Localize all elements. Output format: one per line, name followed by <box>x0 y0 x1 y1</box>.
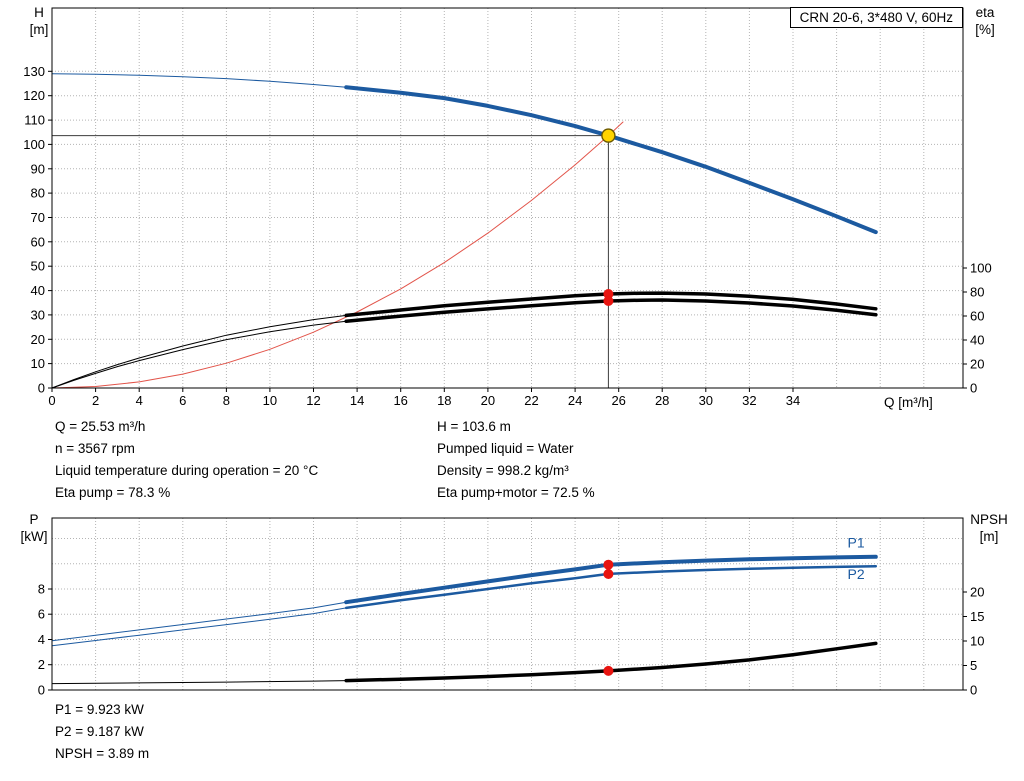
power-axis-name: P <box>29 512 39 527</box>
eta-pump-motor-curve <box>344 298 878 323</box>
p2-duty-dot <box>603 569 614 579</box>
npsh-axis-unit: [m] <box>979 529 999 544</box>
y-left-tick-label: 10 <box>31 356 45 371</box>
npsh-curve <box>51 680 347 685</box>
plot-frame <box>51 517 964 691</box>
npsh-duty-dot <box>603 665 614 676</box>
y-left-tick-label: 6 <box>38 607 45 622</box>
eta-pump-curve <box>51 314 347 389</box>
x-tick-label: 16 <box>393 393 407 408</box>
pump-model-title: CRN 20-6, 3*480 V, 60Hz <box>789 7 963 28</box>
eta-pump-duty-dot <box>603 289 614 299</box>
y-right-tick-label: 40 <box>970 333 984 348</box>
power-npsh-chart: 0 2 4 6 8 0 5 10 15 20 P1 P2 <box>38 517 984 698</box>
y-left-tick-label: 4 <box>38 632 45 647</box>
plot-frame <box>51 7 964 389</box>
x-tick-label: 26 <box>611 393 625 408</box>
info-p1: P1 = 9.923 kW <box>55 702 144 717</box>
x-tick-label: 34 <box>786 393 800 408</box>
y-left-tick-label: 100 <box>23 137 45 152</box>
x-tick-label: 24 <box>568 393 582 408</box>
x-tick-label: 0 <box>48 393 55 408</box>
curve-label-P1: P1 <box>848 534 865 550</box>
y-right-tick-label: 20 <box>970 585 984 600</box>
y-right-tick-label: 0 <box>970 381 977 396</box>
y-left-tick-label: 2 <box>38 657 45 672</box>
x-tick-label: 22 <box>524 393 538 408</box>
head-axis-unit: [m] <box>29 22 49 37</box>
head-axis-name: H <box>34 5 44 20</box>
y-right-tick-label: 15 <box>970 609 984 624</box>
p1-duty-dot <box>603 559 614 570</box>
head-curve <box>344 85 878 235</box>
y-right-tick-label: 100 <box>970 261 992 276</box>
info-speed: n = 3567 rpm <box>55 441 135 456</box>
x-tick-label: 6 <box>179 393 186 408</box>
info-liquid-temperature: Liquid temperature during operation = 20… <box>55 463 319 478</box>
info-p2: P2 = 9.187 kW <box>55 724 144 739</box>
y-right-tick-label: 10 <box>970 634 984 649</box>
info-eta-pump-motor: Eta pump+motor = 72.5 % <box>437 485 595 500</box>
y-right-tick-label: 80 <box>970 285 984 300</box>
y-left-tick-label: 50 <box>31 259 45 274</box>
curve-label-P2: P2 <box>848 566 865 582</box>
x-tick-label: 14 <box>350 393 364 408</box>
y-left-tick-label: 40 <box>31 283 45 298</box>
y-left-tick-label: 130 <box>23 64 45 79</box>
y-right-tick-label: 20 <box>970 357 984 372</box>
x-tick-label: 32 <box>742 393 756 408</box>
x-tick-label: 18 <box>437 393 451 408</box>
x-tick-label: 30 <box>699 393 713 408</box>
x-tick-label: 4 <box>136 393 143 408</box>
eta-axis-name: eta <box>975 5 995 20</box>
x-tick-label: 8 <box>223 393 230 408</box>
p2-power-curve <box>51 607 347 647</box>
duty-conditions-right: H = 103.6 m Pumped liquid = Water Densit… <box>437 416 595 504</box>
y-left-tick-label: 0 <box>38 381 45 396</box>
y-left-tick-label: 120 <box>23 88 45 103</box>
head-axis-title: H [m] <box>16 4 62 38</box>
power-axis-title: P [kW] <box>8 511 60 545</box>
x-tick-label: 12 <box>306 393 320 408</box>
info-flow: Q = 25.53 m³/h <box>55 419 146 434</box>
info-head: H = 103.6 m <box>437 419 511 434</box>
y-left-tick-label: 70 <box>31 210 45 225</box>
y-left-tick-label: 90 <box>31 161 45 176</box>
p1-power-curve <box>51 601 347 642</box>
y-left-tick-label: 30 <box>31 307 45 322</box>
y-left-tick-label: 8 <box>38 582 45 597</box>
y-right-tick-label: 0 <box>970 683 977 698</box>
info-pumped-liquid: Pumped liquid = Water <box>437 441 574 456</box>
x-tick-label: 10 <box>263 393 277 408</box>
eta-axis-unit: [%] <box>975 22 995 37</box>
duty-conditions-left: Q = 25.53 m³/h n = 3567 rpm Liquid tempe… <box>55 416 318 504</box>
duty-point-marker[interactable] <box>601 128 616 143</box>
npsh-axis-title: NPSH [m] <box>960 511 1018 545</box>
x-tick-label: 2 <box>92 393 99 408</box>
eta-axis-title: eta [%] <box>962 4 1008 38</box>
info-eta-pump: Eta pump = 78.3 % <box>55 485 171 500</box>
eta-pump-curve <box>344 291 878 318</box>
y-left-tick-label: 80 <box>31 186 45 201</box>
info-density: Density = 998.2 kg/m³ <box>437 463 569 478</box>
power-results: P1 = 9.923 kW P2 = 9.187 kW NPSH = 3.89 … <box>55 699 149 765</box>
npsh-axis-name: NPSH <box>970 512 1008 527</box>
head-curve <box>51 73 347 88</box>
eta-pump-motor-duty-dot <box>603 296 614 306</box>
info-npsh: NPSH = 3.89 m <box>55 746 150 761</box>
y-left-tick-label: 0 <box>38 683 45 698</box>
head-efficiency-chart: 0 2 4 6 8 10 12 14 16 18 20 22 24 26 28 30 32 34010203040… <box>23 7 992 408</box>
y-left-tick-label: 60 <box>31 234 45 249</box>
x-tick-label: 20 <box>481 393 495 408</box>
y-right-tick-label: 60 <box>970 309 984 324</box>
x-tick-label: 28 <box>655 393 669 408</box>
eta-pump-motor-curve <box>51 320 347 389</box>
y-left-tick-label: 110 <box>24 113 45 128</box>
y-right-tick-label: 5 <box>970 658 977 673</box>
flow-axis-label: Q [m³/h] <box>884 395 933 410</box>
y-left-tick-label: 20 <box>31 332 45 347</box>
power-axis-unit: [kW] <box>20 529 48 544</box>
system-curve <box>51 121 624 389</box>
